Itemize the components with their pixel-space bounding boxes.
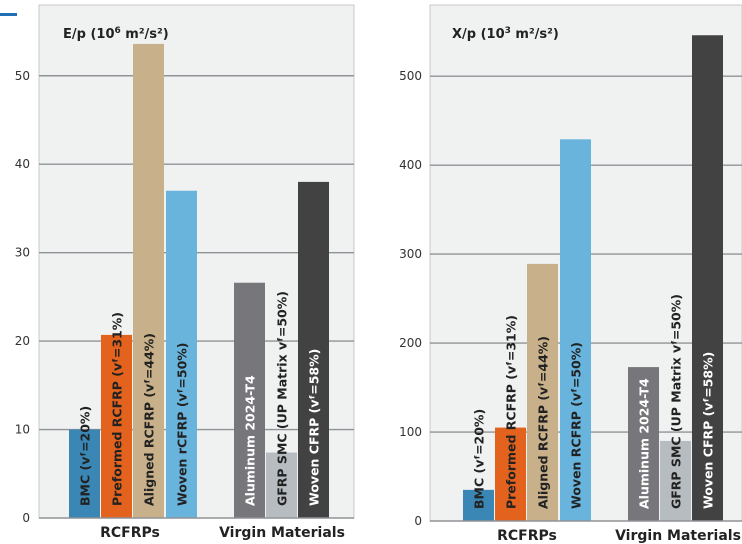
chart-2-y-tick-label: 400 [399,158,422,172]
chart-1-bar-label: GFRP SMC (UP Matrix vᶠ=50%) [275,291,290,506]
chart-1-bar [298,181,329,518]
chart-2-bar [660,440,691,521]
chart-1-bar-label: Aluminum 2024-T4 [243,375,258,506]
chart-2-group-label: Virgin Materials [615,528,741,544]
chart-2-bar-label: GFRP SMC (UP Matrix vᶠ=50%) [669,294,684,509]
chart-1-bar [69,429,100,518]
chart-1-bar [133,43,164,519]
chart-1-y-tick-label: 0 [22,511,30,525]
chart-1-bar-label: Aligned RCFRP (vᶠ=44%) [142,333,157,506]
chart-2-y-tick-label: 200 [399,336,422,350]
chart-2-bar [463,489,494,521]
chart-2-bar-label: Preformed RCFRP (vᶠ=31%) [504,315,519,509]
chart-2-bar-label: Woven CFRP (vᶠ=58%) [701,352,716,509]
chart-2-y-tick-label: 0 [414,514,422,528]
chart-2-bar-label: Aluminum 2024-T4 [637,378,652,509]
chart-2-y-tick-label: 100 [399,425,422,439]
chart-2-y-tick-label: 500 [399,69,422,83]
chart-1-bar [166,190,197,518]
chart-1-bar [101,334,132,518]
chart-2-bar-label: BMC (vᶠ=20%) [472,409,487,509]
chart-2-bar [692,35,723,521]
chart-2-group-label: RCFRPs [497,528,557,544]
chart-1-bar-label: Woven CFRP (vᶠ=58%) [307,349,322,506]
chart-1-bar [266,452,297,518]
chart-2-bar [628,367,659,521]
chart-1-y-tick-label: 50 [15,69,30,83]
chart-2-bar [560,139,591,521]
chart-1-title: E/p (106 m²/s²) [63,26,169,42]
chart-2-bar [495,427,526,521]
chart-1-group-label: Virgin Materials [219,525,345,541]
chart-1-y-tick-label: 10 [15,423,30,437]
chart-2-bar-label: Woven RCFRP (vᶠ=50%) [569,342,584,509]
chart-1-y-tick-label: 20 [15,334,30,348]
chart-2-bar [527,263,558,521]
chart-1-y-tick-label: 30 [15,246,30,260]
chart-1-bar-label: BMC (vᶠ=20%) [78,406,93,506]
chart-1-y-tick-label: 40 [15,157,30,171]
chart-2-bar-label: Aligned RCFRP (vᶠ=44%) [536,336,551,509]
header-accent-bar [0,13,17,16]
chart-1-bar-label: Woven rCFRP (vᶠ=50%) [175,342,190,506]
chart-1-bar-label: Preformed RCFRP (vᶠ=31%) [110,312,125,506]
chart-2-title: X/p (103 m²/s²) [452,26,559,42]
chart-1-group-label: RCFRPs [100,525,160,541]
chart-2-y-tick-label: 300 [399,247,422,261]
chart-1-bar [234,282,265,518]
